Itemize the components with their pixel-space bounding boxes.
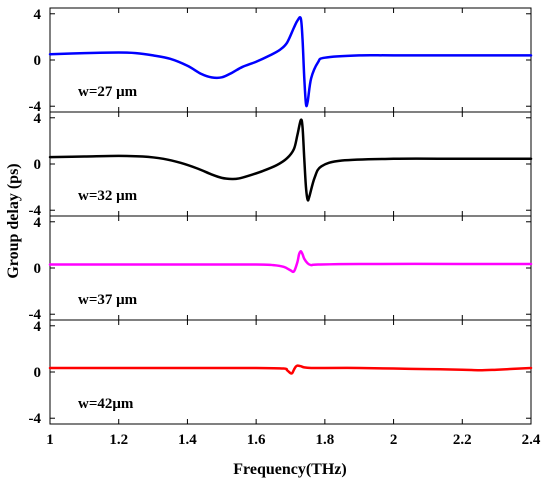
series-line xyxy=(48,15,533,108)
x-axis-ticks: 1 1.2 1.4 1.6 1.8 2 2.2 2.4 xyxy=(46,432,541,448)
panel-4: 4 0 -4 w=42μm xyxy=(29,319,533,427)
y-tick-label: 0 xyxy=(34,261,42,277)
panel-label: w=37 μm xyxy=(78,292,138,308)
x-tick-label: 2.2 xyxy=(453,432,472,448)
y-tick-label: -4 xyxy=(29,99,42,115)
x-tick-label: 1.6 xyxy=(247,432,266,448)
x-tick-label: 1 xyxy=(46,432,54,448)
x-axis-label: Frequency(THz) xyxy=(233,461,346,478)
y-tick-label: 4 xyxy=(34,111,42,127)
panels-layer: 4 0 -4 w=27 μm 4 0 -4 w=32 μm 4 0 -4 w=37 μm 4 0 -4 w=4… xyxy=(29,7,533,427)
y-tick-label: 4 xyxy=(34,7,42,23)
x-tick-label: 1.4 xyxy=(178,432,197,448)
y-tick-label: 4 xyxy=(34,319,42,335)
panel-2: 4 0 -4 w=32 μm xyxy=(29,111,533,219)
panel-label: w=32 μm xyxy=(78,188,138,204)
y-tick-label: 0 xyxy=(34,53,42,69)
y-tick-label: -4 xyxy=(29,203,42,219)
x-tick-label: 2.4 xyxy=(522,432,541,448)
x-tick-label: 1.8 xyxy=(315,432,334,448)
panel-label: w=42μm xyxy=(78,396,134,412)
series-line xyxy=(48,118,533,202)
y-tick-label: 0 xyxy=(34,365,42,381)
y-tick-label: 0 xyxy=(34,157,42,173)
x-tick-label: 1.2 xyxy=(109,432,128,448)
y-tick-label: -4 xyxy=(29,411,42,427)
x-tick-label: 2 xyxy=(390,432,398,448)
y-axis-label: Group delay (ps) xyxy=(5,163,22,278)
panel-label: w=27 μm xyxy=(78,84,138,100)
y-tick-label: -4 xyxy=(29,307,42,323)
panel-3: 4 0 -4 w=37 μm xyxy=(29,215,533,323)
y-tick-label: 4 xyxy=(34,215,42,231)
series-line xyxy=(48,249,533,274)
panel-1: 4 0 -4 w=27 μm xyxy=(29,7,533,115)
series-line xyxy=(48,364,533,375)
